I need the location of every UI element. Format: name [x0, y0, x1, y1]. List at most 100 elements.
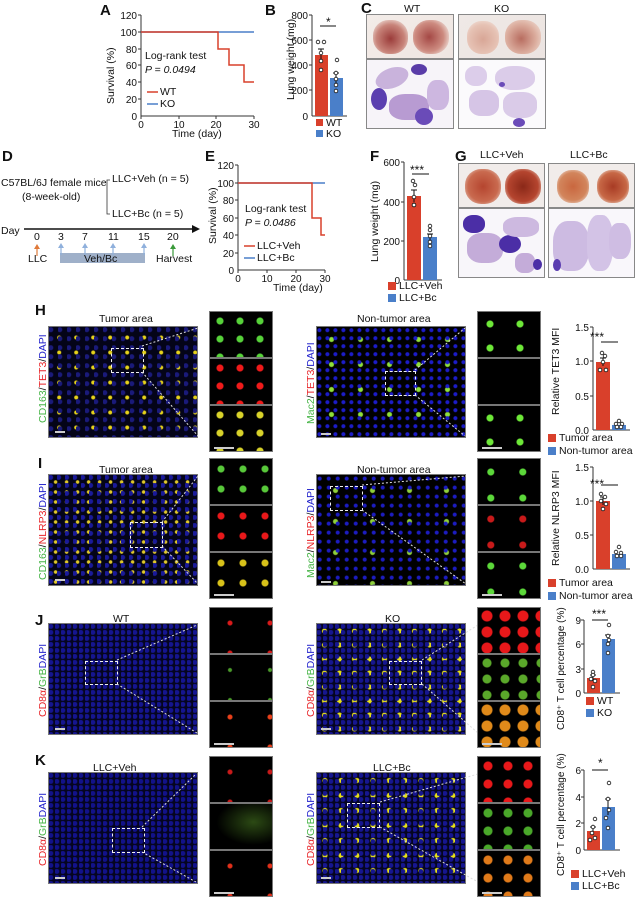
ko-lung-histology [458, 59, 546, 129]
llc-bc-lung-photo [548, 163, 635, 208]
panel-a-legend-ko: KO [160, 98, 176, 110]
panel-k-legend-bc: LLC+Bc [571, 881, 620, 892]
panel-j-legend-wt: WT [586, 696, 613, 707]
svg-text:120: 120 [120, 11, 137, 22]
panel-label-g: G [455, 148, 467, 165]
svg-text:0: 0 [394, 276, 400, 287]
panel-i-right-zoom-merge [477, 552, 541, 599]
panel-k-bc-zoom-green [477, 803, 541, 850]
svg-text:0.0: 0.0 [575, 565, 589, 576]
panel-b-legend-wt: WT [326, 117, 343, 129]
panel-i-right-zoom-red [477, 505, 541, 552]
panel-k-bc-zoom-merge [477, 850, 541, 897]
panel-j-wt-zoom-green [209, 654, 273, 701]
svg-text:40: 40 [126, 78, 138, 89]
svg-text:80: 80 [223, 196, 235, 207]
svg-text:3: 3 [575, 665, 581, 676]
panel-c-col-wt: WT [404, 3, 421, 15]
panel-k-bar-chart: 6 4 2 0 [575, 766, 620, 857]
svg-text:0.5: 0.5 [575, 392, 589, 403]
panel-f-bar-chart: 600 400 200 0 [383, 158, 442, 287]
panel-k-right-stain: CD8α/GrBDAPI [305, 792, 317, 866]
panel-i-legend-tumor: Tumor area [548, 578, 613, 589]
panel-j-right-title: KO [385, 613, 401, 625]
mice-age-text: (8-week-old) [22, 191, 81, 203]
panel-f-legend-veh: LLC+Veh [388, 281, 443, 292]
panel-h-zoom-green [209, 311, 273, 358]
svg-text:400: 400 [383, 198, 400, 209]
panel-i-right-stain: Mac2/NLRP3/DAPI [305, 488, 317, 578]
panel-j-left-title: WT [113, 613, 130, 625]
svg-text:120: 120 [217, 161, 234, 172]
panel-k-left-title: LLC+Veh [93, 762, 137, 774]
panel-h-left-stain: CD163/TET3/DAPI [37, 334, 49, 423]
svg-text:600: 600 [383, 158, 400, 169]
svg-text:20: 20 [126, 95, 138, 106]
llc-bc-lung-histology [548, 208, 635, 278]
panel-i-significance: *** [590, 477, 605, 491]
panel-h-significance: *** [590, 330, 605, 344]
panel-a-logrank-text: Log-rank test [145, 50, 207, 62]
panel-b-significance: * [326, 15, 331, 29]
panel-j-ko-zoom-green [477, 654, 541, 701]
svg-text:0: 0 [131, 112, 137, 123]
panel-h-nontumor-image [316, 326, 466, 438]
panel-i-left-stain: CD163/NLRP3/DAPI [37, 483, 49, 580]
panel-j-left-stain: CD8α/GrBDAPI [37, 643, 49, 717]
svg-text:0: 0 [575, 846, 581, 857]
svg-text:60: 60 [223, 214, 235, 225]
panel-label-f: F [370, 148, 380, 165]
panel-label-d: D [2, 148, 13, 165]
svg-text:1.0: 1.0 [575, 497, 589, 508]
svg-text:100: 100 [120, 28, 137, 39]
panel-j-legend-ko: KO [586, 708, 612, 719]
panel-i-legend-nontumor: Non-tumor area [548, 591, 633, 602]
svg-text:100: 100 [217, 179, 234, 190]
svg-text:80: 80 [126, 45, 138, 56]
day-label: Day [1, 225, 20, 237]
panel-j-right-stain: CD8α/GrBDAPI [305, 643, 317, 717]
svg-text:200: 200 [383, 237, 400, 248]
svg-text:0: 0 [575, 689, 581, 700]
panel-label-h: H [35, 302, 46, 319]
panel-k-veh-image [48, 772, 198, 884]
svg-text:1.5: 1.5 [575, 323, 589, 334]
svg-text:9: 9 [575, 616, 581, 627]
svg-text:10: 10 [173, 120, 185, 131]
panel-i-zoom-red [209, 505, 273, 552]
panel-b-bar-chart: 800 600 400 200 0 [291, 11, 347, 137]
panel-k-right-zoom-lines [379, 773, 479, 883]
ko-lung-photo [458, 14, 546, 59]
svg-text:30: 30 [248, 120, 260, 131]
panel-i-tumor-image [48, 474, 198, 586]
panel-a-xlabel: Time (day) [172, 128, 222, 140]
panel-j-ko-zoom-merge [477, 701, 541, 748]
panel-h-legend-nontumor: Non-tumor area [548, 446, 633, 457]
panel-h-tumor-image [48, 326, 198, 438]
panel-k-bc-zoom-red [477, 756, 541, 803]
svg-text:30: 30 [319, 274, 331, 285]
panel-label-e: E [205, 148, 216, 165]
panel-h-zoom-merge [209, 405, 273, 452]
panel-i-right-title: Non-tumor area [357, 464, 431, 476]
svg-text:400: 400 [291, 61, 308, 72]
panel-j-ko-zoom-red [477, 607, 541, 654]
treatment-label: Veh/Bc [84, 253, 118, 265]
panel-k-legend-veh: LLC+Veh [571, 869, 626, 880]
panel-e-xlabel: Time (day) [273, 282, 323, 294]
panel-h-zoom-red [209, 358, 273, 405]
panel-g-col-bc: LLC+Bc [570, 149, 608, 161]
panel-k-veh-zoom-merge [209, 850, 273, 897]
panel-e-pvalue-text: P = 0.0486 [245, 217, 296, 229]
panel-label-k: K [35, 752, 46, 769]
panel-i-right-zoom-lines [361, 475, 467, 585]
panel-k-veh-zoom-red [209, 756, 273, 803]
svg-text:0.0: 0.0 [575, 426, 589, 437]
svg-text:6: 6 [575, 766, 581, 777]
panel-label-c: C [361, 0, 372, 17]
svg-text:0.5: 0.5 [575, 531, 589, 542]
panel-g-col-veh: LLC+Veh [480, 149, 524, 161]
panel-i-bar-chart: 1.5 1.0 0.5 0.0 [575, 463, 630, 576]
panel-label-b: B [265, 2, 276, 19]
panel-i-nontumor-image [316, 474, 466, 586]
